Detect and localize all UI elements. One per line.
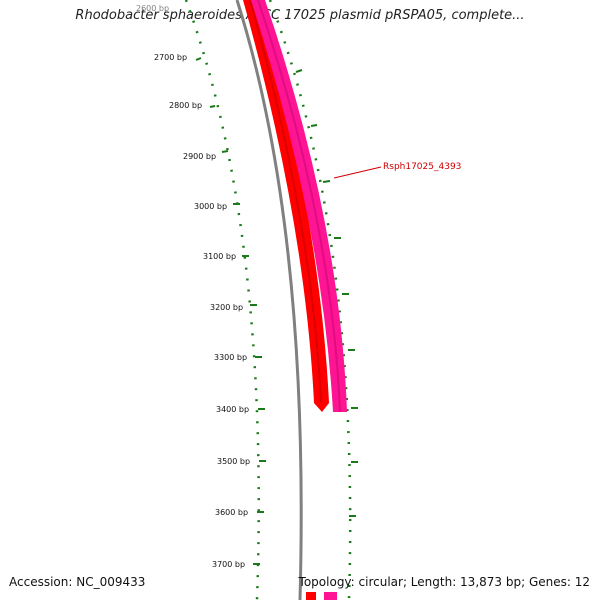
gene-reverse-shadow bbox=[257, 0, 341, 413]
gene-reverse-bar bbox=[251, 0, 347, 412]
tick-label-3100: 3100 bp bbox=[203, 252, 236, 261]
backbone-line bbox=[235, 0, 303, 600]
gene-reverse-continuation bbox=[324, 592, 337, 600]
tick-label-3700: 3700 bp bbox=[212, 560, 245, 569]
summary-text: Topology: circular; Length: 13,873 bp; G… bbox=[298, 575, 590, 589]
inner-major-ticks bbox=[195, 57, 266, 565]
gene-label-leader bbox=[333, 166, 382, 179]
accession-text: Accession: NC_009433 bbox=[9, 575, 146, 589]
tick-label-2900: 2900 bp bbox=[183, 152, 216, 161]
gene-forward-shadow bbox=[249, 0, 322, 404]
outer-major-ticks bbox=[295, 69, 358, 517]
tick-label-3200: 3200 bp bbox=[210, 303, 243, 312]
tick-label-3600: 3600 bp bbox=[215, 508, 248, 517]
tick-label-2700: 2700 bp bbox=[154, 53, 187, 62]
gene-forward-continuation bbox=[306, 592, 316, 600]
gene-forward-arrow bbox=[243, 0, 329, 412]
map-title: Rhodobacter sphaeroides ATCC 17025 plasm… bbox=[75, 8, 525, 23]
gene-label: Rsph17025_4393 bbox=[383, 162, 461, 172]
tick-label-3300: 3300 bp bbox=[214, 353, 247, 362]
tick-label-3000: 3000 bp bbox=[194, 202, 227, 211]
tick-label-2600: 2600 bp bbox=[136, 4, 169, 13]
tick-label-3500: 3500 bp bbox=[217, 457, 250, 466]
tick-label-2800: 2800 bp bbox=[169, 101, 202, 110]
tick-label-3400: 3400 bp bbox=[216, 405, 249, 414]
inner-dotted-ring bbox=[184, 0, 260, 600]
